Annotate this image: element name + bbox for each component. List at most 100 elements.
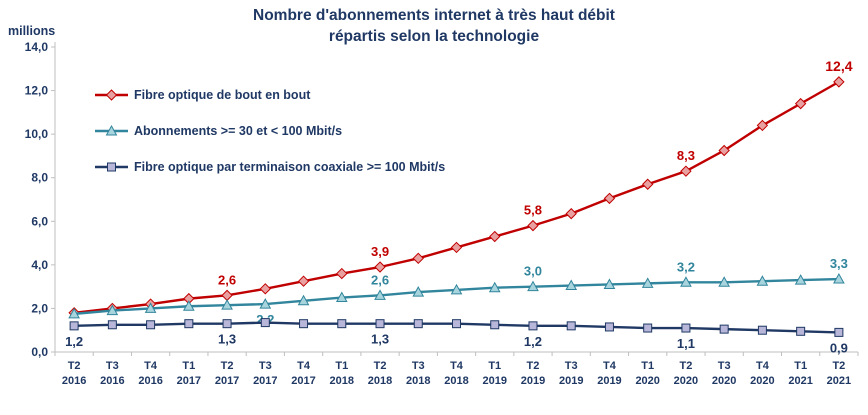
diamond-marker-icon [259,283,272,295]
triangle-marker-icon [641,277,654,288]
triangle-marker-icon [565,279,578,291]
square-marker-icon [222,319,232,329]
square-marker-icon [107,320,117,330]
data-label: 1,2 [65,334,83,349]
y-axis-tick-label: 14,0 [25,40,49,54]
diamond-marker-icon [833,76,845,88]
x-axis-tick-label: T1 2019 [482,360,506,387]
square-marker-icon [260,318,270,328]
triangle-marker-icon [833,272,845,284]
diamond-marker-icon [603,192,616,205]
x-axis-tick-label: T1 2017 [177,360,201,387]
diamond-marker-icon [412,252,424,265]
x-axis-tick-label: T2 2017 [215,360,239,387]
legend-item: Fibre optique par terminaison coaxiale >… [95,160,445,174]
y-axis-unit-label: millions [8,24,56,38]
triangle-marker-icon [297,294,310,306]
x-axis-tick-label: T3 2018 [406,360,430,387]
triangle-marker-icon [106,304,119,316]
data-label: 1,3 [371,332,389,347]
square-marker-icon [146,320,156,330]
square-marker-icon [337,319,347,329]
legend-item: Abonnements >= 30 et < 100 Mbit/s [95,124,342,138]
diamond-marker-icon [794,97,807,110]
x-axis-tick-label: T2 2019 [521,360,545,387]
square-marker-icon [375,319,385,329]
y-axis-tick-label: 0,0 [31,345,48,359]
legend-label: Fibre optique par terminaison coaxiale >… [134,160,445,174]
square-marker-icon [413,319,423,329]
data-label: 3,3 [830,256,848,271]
legend-item: Fibre optique de bout en bout [95,88,311,102]
data-label: 1,3 [218,332,236,347]
legend-label: Abonnements >= 30 et < 100 Mbit/s [134,124,342,138]
triangle-marker-icon [105,124,118,136]
chart-title-line1: Nombre d'abonnements internet à très hau… [253,7,615,24]
square-marker-icon [184,319,194,329]
triangle-marker-icon [718,276,731,287]
data-label: 2,6 [218,272,236,287]
square-marker-icon [566,321,576,331]
triangle-marker-icon [182,300,195,311]
diamond-marker-icon [297,275,310,287]
x-axis-tick-label: T4 2018 [444,360,468,387]
diamond-marker-icon [565,207,577,220]
square-marker-icon [452,319,461,329]
data-label: 12,4 [825,58,852,74]
triangle-marker-icon [374,289,386,300]
data-label: 0,9 [830,340,848,355]
triangle-marker-icon [488,281,501,293]
x-axis-tick-label: T3 2016 [100,360,124,387]
series-1: 2,22,63,03,23,3 [68,256,848,327]
triangle-marker-icon [412,286,425,297]
chart-title-line2: répartis selon la technologie [328,27,540,45]
series-0: 2,6 3,9 5,8 8,3 12,4 [68,58,853,319]
y-axis-tick-label: 2,0 [31,301,48,315]
diamond-marker-icon [221,289,233,302]
x-axis-tick-label: T4 2020 [750,360,774,387]
triangle-marker-icon [144,302,157,313]
square-marker-icon [299,319,309,329]
data-label: 5,8 [524,203,542,218]
triangle-marker-icon [603,278,616,289]
data-label: 1,2 [524,334,542,349]
diamond-marker-icon [527,219,539,232]
data-label: 3,0 [524,264,542,279]
triangle-marker-icon [527,280,539,292]
y-axis-tick-label: 8,0 [31,171,48,185]
triangle-marker-icon [335,291,348,303]
x-axis-tick-label: T2 2021 [827,360,851,387]
triangle-marker-icon [680,276,692,287]
square-marker-icon [796,326,806,336]
diamond-marker-icon [105,89,118,101]
series-2: 1,2 1,3 1,3 1,2 1,1 0,9 [65,318,848,355]
x-axis-tick-label: T2 2020 [674,360,698,387]
y-axis-tick-label: 10,0 [25,127,49,141]
triangle-marker-icon [221,299,233,310]
chart-title: Nombre d'abonnements internet à très hau… [0,6,868,48]
square-marker-icon [719,324,729,334]
diamond-marker-icon [641,178,654,190]
diamond-marker-icon [336,267,348,280]
diamond-marker-icon [680,165,692,177]
x-axis-tick-label: T2 2016 [62,360,86,387]
x-axis-tick-label: T1 2020 [635,360,659,387]
square-marker-icon [681,323,691,333]
data-label: 3,2 [677,259,695,274]
diamond-marker-icon [450,241,463,254]
diamond-marker-icon [489,230,501,243]
triangle-marker-icon [68,307,80,319]
x-axis-tick-label: T1 2021 [788,360,812,387]
x-axis-tick-label: T4 2016 [138,360,162,387]
diamond-marker-icon [718,144,730,157]
x-axis-tick-label: T4 2017 [291,360,315,387]
x-axis-tick-label: T3 2020 [712,360,736,387]
square-marker-icon [757,325,767,335]
square-marker-icon [107,162,116,172]
y-axis-tick-label: 12,0 [25,84,49,98]
x-axis-tick-label: T4 2019 [597,360,621,387]
legend-label: Fibre optique de bout en bout [134,88,311,102]
x-axis-tick-label: T2 2018 [368,360,392,387]
